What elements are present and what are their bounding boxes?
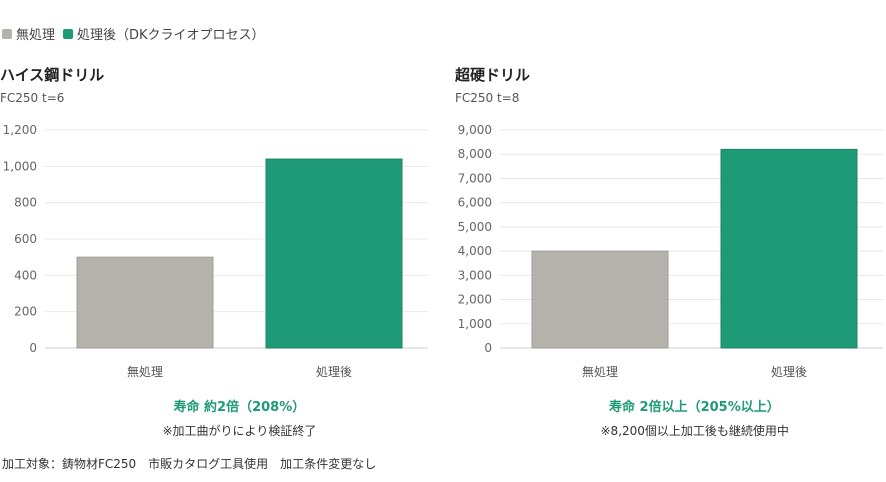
y-tick-label: 1,000 [458,317,492,331]
y-tick-label: 200 [14,305,37,319]
bar-untreated[interactable] [76,256,214,349]
chart-subtitle: FC250 t=6 [0,91,65,105]
chart-subtitle: FC250 t=8 [455,91,520,105]
bar-untreated[interactable] [531,250,669,349]
x-category-label: 無処理 [582,364,618,379]
legend: 無処理 処理後（DKクライオプロセス） [2,24,273,43]
chart-title: ハイス鋼ドリル [0,66,105,84]
x-category-label: 処理後 [316,365,352,379]
y-tick-label: 600 [14,232,37,246]
bar-chart-carbide: 0 1,000 2,000 3,000 4,000 5,000 6,000 7,000 8,00… [458,123,883,379]
legend-label-untreated: 無処理 [16,28,56,43]
y-tick-label: 6,000 [458,196,492,210]
y-tick-label: 0 [29,341,37,355]
y-tick-label: 0 [484,341,492,355]
legend-swatch-treated [63,28,74,39]
y-tick-label: 4,000 [458,244,492,258]
y-tick-label: 2,000 [458,293,492,307]
legend-item-untreated[interactable]: 無処理 [2,24,55,43]
legend-item-treated[interactable]: 処理後（DKクライオプロセス） [63,24,265,43]
legend-swatch-untreated [2,28,12,39]
result-text: 寿命 約2倍（208%） [173,400,306,415]
x-category-label: 無処理 [127,364,163,379]
bar-chart-hss: 0 200 400 600 800 1,000 1,200 無処理 処理後 [3,123,428,379]
note-text: ※8,200個以上加工後も継続使用中 [600,424,789,438]
y-tick-label: 1,000 [3,159,37,173]
chart-hss-drill: ハイス鋼ドリル FC250 t=6 0 200 400 600 800 1,000 1,20… [0,60,440,450]
footer-note: 加工対象：鋳物材FC250 市販カタログ工具使用 加工条件変更なし [2,457,377,471]
bar-treated[interactable] [265,158,403,349]
legend-label-treated: 処理後（DKクライオプロセス） [77,28,265,43]
y-tick-label: 800 [14,196,37,210]
y-tick-label: 3,000 [458,268,492,282]
y-tick-label: 5,000 [458,220,492,234]
y-tick-label: 7,000 [458,171,492,185]
result-text: 寿命 2倍以上（205%以上） [609,400,780,415]
y-tick-label: 9,000 [458,123,492,137]
y-tick-label: 1,200 [3,123,37,137]
chart-carbide-drill: 超硬ドリル FC250 t=8 0 1,000 2,000 3,000 4,000 5,0… [455,60,886,450]
note-text: ※加工曲がりにより検証終了 [162,424,317,438]
x-category-label: 処理後 [771,365,807,379]
y-tick-label: 8,000 [458,147,492,161]
y-tick-label: 400 [14,268,37,282]
bar-treated[interactable] [720,148,858,349]
chart-title: 超硬ドリル [455,66,531,84]
